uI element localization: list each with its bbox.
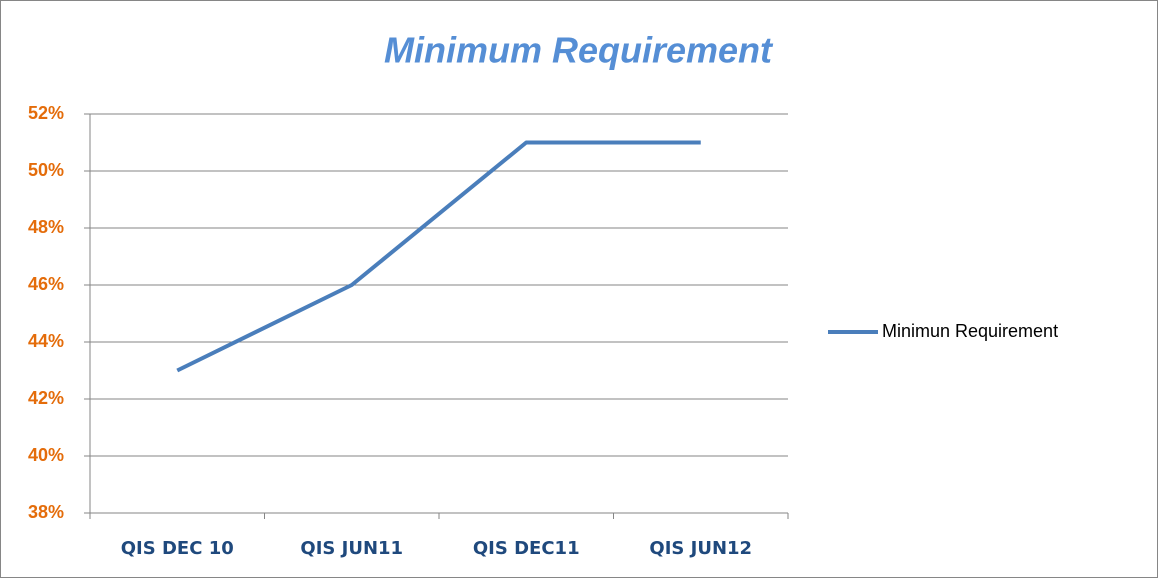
y-tick-label: 38% xyxy=(28,502,64,522)
x-tick-label: QIS JUN11 xyxy=(300,538,403,559)
y-tick-label: 44% xyxy=(28,331,64,351)
y-tick-label: 40% xyxy=(28,445,64,465)
x-tick-label: QIS DEC11 xyxy=(473,538,580,559)
y-tick-label: 46% xyxy=(28,274,64,294)
series-line xyxy=(176,140,701,373)
chart-title: Minimum Requirement xyxy=(384,30,774,71)
y-tick-label: 48% xyxy=(28,217,64,237)
y-tick-label: 50% xyxy=(28,160,64,180)
y-tick-label: 52% xyxy=(28,103,64,123)
x-tick-label: QIS DEC 10 xyxy=(121,538,234,559)
x-tick-label: QIS JUN12 xyxy=(649,538,752,559)
legend-label: Minimun Requirement xyxy=(882,321,1058,341)
y-tick-label: 42% xyxy=(28,388,64,408)
